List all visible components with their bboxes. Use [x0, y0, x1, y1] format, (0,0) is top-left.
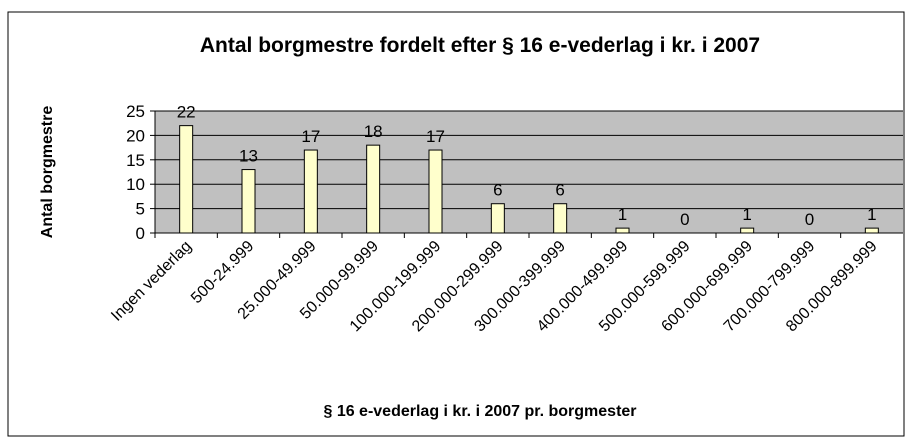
data-label: 18 — [364, 122, 383, 141]
bar — [615, 227, 630, 234]
x-axis-title: § 16 e-vederlag i kr. i 2007 pr. borgmes… — [323, 403, 636, 420]
data-label: 13 — [239, 147, 258, 166]
y-axis-title: Antal borgmestre — [39, 106, 56, 239]
data-label: 1 — [742, 205, 751, 224]
bar — [428, 149, 443, 234]
y-tick-label: 0 — [136, 224, 145, 243]
data-label: 17 — [426, 127, 445, 146]
data-label: 0 — [805, 210, 814, 229]
data-label: 6 — [555, 181, 564, 200]
data-label: 1 — [618, 205, 627, 224]
bar — [553, 203, 568, 234]
bar — [366, 144, 381, 234]
y-tick-label: 20 — [126, 126, 145, 145]
bar — [179, 125, 194, 234]
data-label: 17 — [301, 127, 320, 146]
bar — [303, 149, 318, 234]
data-label: 6 — [493, 181, 502, 200]
data-label: 1 — [867, 205, 876, 224]
bar — [490, 203, 505, 234]
y-tick-label: 10 — [126, 175, 145, 194]
chart-title: Antal borgmestre fordelt efter § 16 e-ve… — [200, 34, 760, 57]
plot-area — [155, 111, 903, 233]
bar — [740, 227, 755, 234]
data-label: 0 — [680, 210, 689, 229]
bar — [241, 169, 256, 234]
bar — [864, 227, 879, 234]
y-tick-label: 25 — [126, 102, 145, 121]
y-tick-label: 5 — [136, 200, 145, 219]
y-tick-label: 15 — [126, 151, 145, 170]
data-label: 22 — [177, 103, 196, 122]
